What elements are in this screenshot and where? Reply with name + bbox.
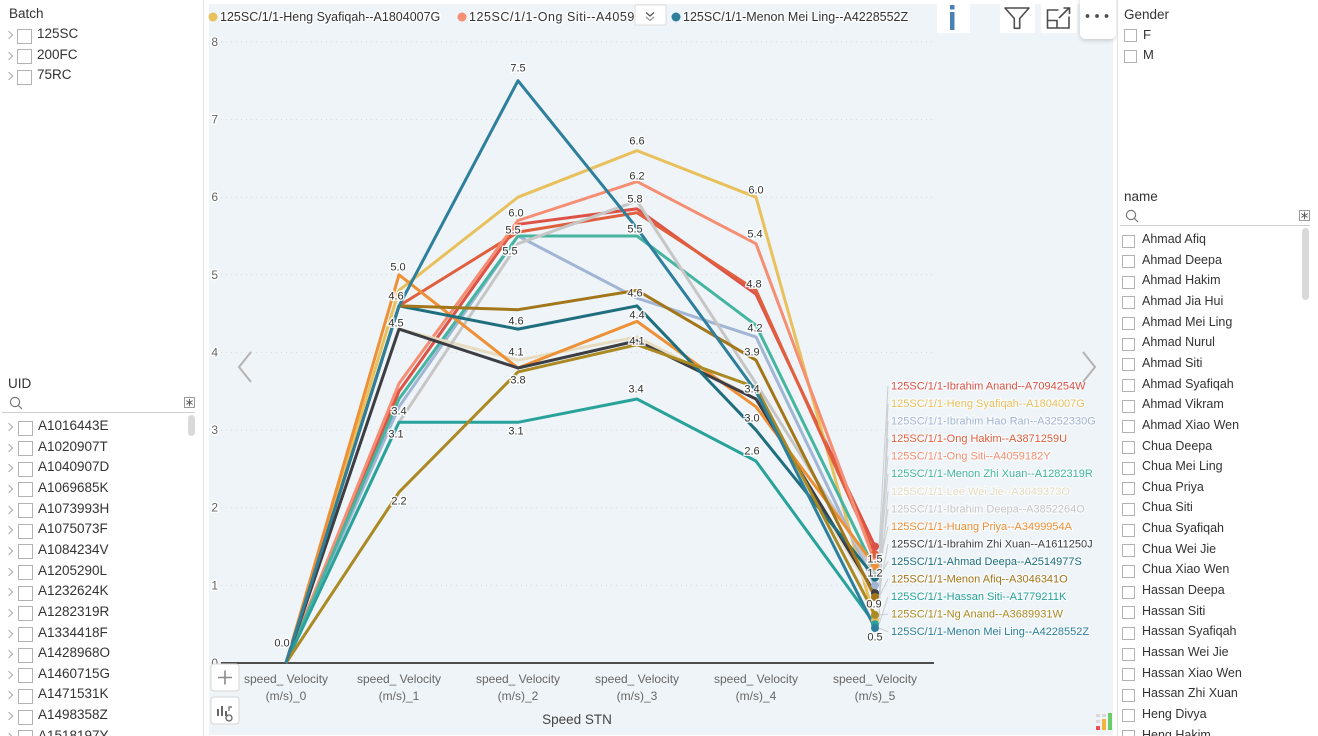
svg-text:125SC/1/1-Heng Syafiqah--A1804: 125SC/1/1-Heng Syafiqah--A1804007G (891, 398, 1085, 410)
svg-text:7: 7 (211, 113, 218, 127)
svg-text:4.1: 4.1 (508, 347, 523, 359)
svg-text:5.5: 5.5 (627, 224, 642, 236)
svg-text:Speed STN: Speed STN (542, 712, 612, 727)
svg-text:3.4: 3.4 (628, 384, 643, 396)
svg-text:speed_ Velocity: speed_ Velocity (833, 672, 917, 686)
svg-text:4: 4 (211, 345, 218, 359)
svg-text:125SC/1/1-Heng Syafiqah--A1804: 125SC/1/1-Heng Syafiqah--A1804007G (220, 10, 440, 24)
svg-text:8: 8 (211, 35, 218, 49)
svg-text:4.4: 4.4 (629, 310, 644, 322)
svg-text:1: 1 (211, 578, 218, 592)
svg-text:125SC/1/1-Ong Siti--A4059182Y: 125SC/1/1-Ong Siti--A4059182Y (891, 451, 1051, 463)
svg-text:2.2: 2.2 (391, 496, 406, 508)
svg-text:125SC/1/1-Hassan Siti--A177921: 125SC/1/1-Hassan Siti--A1779211K (891, 591, 1067, 603)
svg-text:0.0: 0.0 (274, 638, 289, 650)
svg-text:speed_ Velocity: speed_ Velocity (476, 672, 560, 686)
svg-text:(m/s)_3: (m/s)_3 (617, 689, 658, 703)
svg-text:125SC/1/1-Menon Afiq--A3046341: 125SC/1/1-Menon Afiq--A3046341O (891, 574, 1068, 586)
svg-text:5.4: 5.4 (747, 229, 762, 241)
svg-text:(m/s)_2: (m/s)_2 (498, 689, 539, 703)
svg-text:0.5: 0.5 (867, 632, 882, 644)
svg-text:125SC/1/1-Menon Mei Ling--A422: 125SC/1/1-Menon Mei Ling--A4228552Z (683, 10, 908, 24)
svg-text:125SC/1/1-Menon Zhi Xuan--A128: 125SC/1/1-Menon Zhi Xuan--A1282319R (891, 468, 1093, 480)
svg-text:2: 2 (211, 501, 218, 515)
svg-text:3: 3 (211, 423, 218, 437)
svg-text:6.0: 6.0 (508, 208, 523, 220)
svg-text:speed_ Velocity: speed_ Velocity (714, 672, 798, 686)
svg-text:6.2: 6.2 (629, 171, 644, 183)
svg-text:125SC/1/1-Huang Priya--A349995: 125SC/1/1-Huang Priya--A3499954A (891, 521, 1073, 533)
svg-text:125SC/1/1-Ong Siti--A4059: 125SC/1/1-Ong Siti--A4059 (469, 10, 635, 24)
svg-text:7.5: 7.5 (510, 63, 525, 75)
svg-text:speed_ Velocity: speed_ Velocity (595, 672, 679, 686)
svg-text:2.6: 2.6 (744, 446, 759, 458)
svg-text:4.8: 4.8 (746, 279, 761, 291)
svg-text:6.6: 6.6 (629, 136, 644, 148)
svg-text:3.8: 3.8 (510, 375, 525, 387)
svg-text:125SC/1/1-Ong Hakim--A3871259U: 125SC/1/1-Ong Hakim--A3871259U (891, 433, 1067, 445)
svg-text:4.1: 4.1 (629, 336, 644, 348)
svg-text:125SC/1/1-Menon Mei Ling--A422: 125SC/1/1-Menon Mei Ling--A4228552Z (891, 626, 1089, 638)
svg-text:125SC/1/1-Ibrahim Deepa--A3852: 125SC/1/1-Ibrahim Deepa--A3852264O (891, 503, 1085, 515)
svg-text:125SC/1/1-Ahmad Deepa--A251497: 125SC/1/1-Ahmad Deepa--A2514977S (891, 556, 1082, 568)
svg-text:(m/s)_0: (m/s)_0 (266, 689, 307, 703)
svg-text:speed_ Velocity: speed_ Velocity (244, 672, 328, 686)
svg-text:(m/s)_5: (m/s)_5 (855, 689, 896, 703)
svg-text:4.2: 4.2 (747, 323, 762, 335)
svg-text:1.5: 1.5 (867, 554, 882, 566)
svg-text:5.5: 5.5 (505, 225, 520, 237)
svg-text:0: 0 (211, 656, 218, 670)
svg-text:4.6: 4.6 (508, 316, 523, 328)
svg-text:1.2: 1.2 (867, 568, 882, 580)
svg-text:3.4: 3.4 (391, 406, 406, 418)
svg-text:6: 6 (211, 190, 218, 204)
svg-text:3.1: 3.1 (388, 429, 403, 441)
svg-text:(m/s)_4: (m/s)_4 (736, 689, 777, 703)
svg-text:speed_ Velocity: speed_ Velocity (357, 672, 441, 686)
svg-text:4.5: 4.5 (388, 318, 403, 330)
svg-text:125SC/1/1-Ibrahim Hao Ran--A32: 125SC/1/1-Ibrahim Hao Ran--A3252330G (891, 416, 1096, 428)
svg-text:5: 5 (211, 268, 218, 282)
svg-text:5.5: 5.5 (502, 246, 517, 258)
svg-text:4.6: 4.6 (388, 291, 403, 303)
svg-text:6.0: 6.0 (748, 185, 763, 197)
svg-text:125SC/1/1-Ibrahim Anand--A7094: 125SC/1/1-Ibrahim Anand--A7094254W (891, 381, 1086, 393)
svg-text:5.8: 5.8 (627, 194, 642, 206)
svg-text:3.1: 3.1 (508, 426, 523, 438)
svg-text:3.9: 3.9 (744, 347, 759, 359)
svg-text:0.9: 0.9 (866, 599, 881, 611)
svg-text:125SC/1/1-Ibrahim Zhi Xuan--A1: 125SC/1/1-Ibrahim Zhi Xuan--A1611250J (891, 539, 1093, 551)
svg-text:125SC/1/1-Ng Anand--A3689931W: 125SC/1/1-Ng Anand--A3689931W (891, 609, 1063, 621)
svg-text:4.6: 4.6 (627, 288, 642, 300)
svg-text:3.0: 3.0 (744, 413, 759, 425)
svg-text:5.0: 5.0 (390, 262, 405, 274)
svg-text:125SC/1/1-Lee Wei Jie--A304937: 125SC/1/1-Lee Wei Jie--A3049373O (891, 486, 1070, 498)
svg-text:3.4: 3.4 (744, 384, 759, 396)
svg-text:(m/s)_1: (m/s)_1 (379, 689, 420, 703)
